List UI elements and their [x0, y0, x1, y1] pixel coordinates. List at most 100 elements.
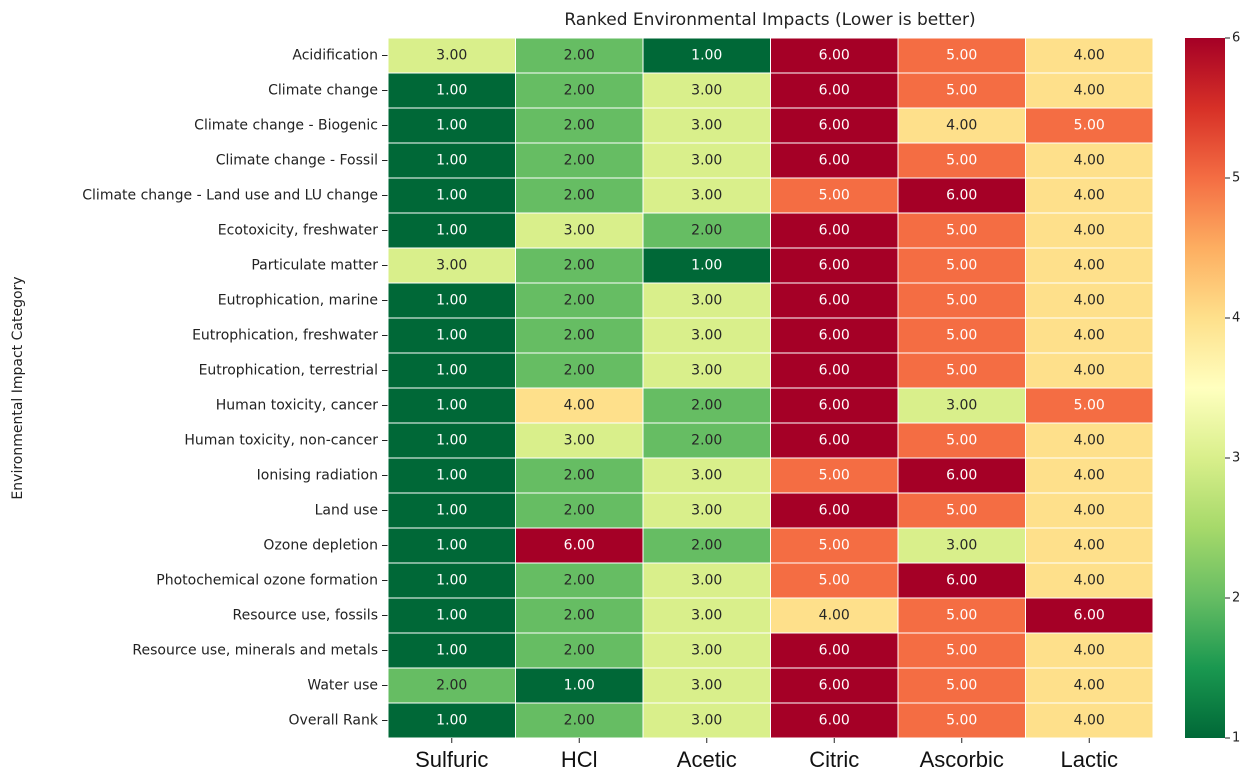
heatmap-cell — [770, 527, 899, 564]
heatmap-cell — [770, 352, 899, 389]
heatmap-cell — [515, 142, 644, 179]
y-tick-label: Particulate matter — [251, 258, 378, 274]
y-tick-label: Human toxicity, cancer — [216, 398, 378, 414]
heatmap-cell — [770, 632, 899, 669]
y-tick-label: Climate change - Biogenic — [194, 118, 378, 134]
colorbar — [1185, 38, 1225, 738]
cell-label: 1.00 — [436, 573, 467, 589]
cell-label: 6.00 — [819, 293, 850, 309]
cell-label: 5.00 — [946, 678, 977, 694]
heatmap-cell — [387, 282, 516, 319]
cell-label: 5.00 — [946, 503, 977, 519]
heatmap-cell — [642, 562, 771, 599]
cell-label: 5.00 — [1074, 118, 1105, 134]
heatmap-cell — [770, 422, 899, 459]
cell-label: 3.00 — [691, 713, 722, 729]
heatmap-cell — [642, 247, 771, 284]
colorbar-tick-label: 6 — [1232, 31, 1240, 46]
colorbar-tick-label: 1 — [1232, 731, 1240, 746]
cell-label: 6.00 — [819, 363, 850, 379]
cell-label: 2.00 — [691, 433, 722, 449]
heatmap-cell — [1025, 247, 1154, 284]
heatmap-cell — [770, 667, 899, 704]
heatmap-cell — [1025, 632, 1154, 669]
heatmap-cell — [515, 492, 644, 529]
cell-label: 2.00 — [564, 643, 595, 659]
cell-label: 6.00 — [1074, 608, 1105, 624]
heatmap-cell — [642, 317, 771, 354]
heatmap-cell — [1025, 597, 1154, 634]
heatmap-cell — [387, 212, 516, 249]
cell-label: 6.00 — [819, 83, 850, 99]
heatmap-cell — [515, 317, 644, 354]
cell-label: 6.00 — [819, 678, 850, 694]
cell-label: 6.00 — [819, 503, 850, 519]
cell-label: 1.00 — [436, 398, 467, 414]
cell-label: 3.00 — [691, 363, 722, 379]
cell-label: 2.00 — [564, 713, 595, 729]
cell-label: 6.00 — [819, 433, 850, 449]
cell-label: 1.00 — [564, 678, 595, 694]
heatmap-cell — [387, 142, 516, 179]
cell-label: 2.00 — [564, 188, 595, 204]
cell-label: 3.00 — [691, 678, 722, 694]
y-tick-label: Water use — [307, 678, 378, 694]
cell-label: 4.00 — [1074, 153, 1105, 169]
heatmap-cell — [515, 107, 644, 144]
cell-label: 4.00 — [1074, 328, 1105, 344]
cell-label: 1.00 — [436, 538, 467, 554]
colorbar-tick-label: 2 — [1232, 591, 1240, 606]
cell-label: 3.00 — [691, 503, 722, 519]
heatmap-cell — [1025, 702, 1154, 739]
cell-label: 3.00 — [691, 153, 722, 169]
heatmap-cell — [642, 212, 771, 249]
y-tick-label: Eutrophication, terrestrial — [199, 363, 378, 379]
cell-label: 4.00 — [1074, 678, 1105, 694]
heatmap-cell — [387, 247, 516, 284]
heatmap-cell — [387, 457, 516, 494]
heatmap-cell — [897, 107, 1026, 144]
cell-label: 1.00 — [436, 118, 467, 134]
heatmap-cell — [515, 212, 644, 249]
heatmap-cell — [897, 352, 1026, 389]
heatmap-cell — [1025, 212, 1154, 249]
cell-label: 4.00 — [1074, 713, 1105, 729]
cell-label: 2.00 — [564, 258, 595, 274]
cell-label: 5.00 — [946, 153, 977, 169]
heatmap-cell — [897, 562, 1026, 599]
heatmap-cell — [770, 597, 899, 634]
cell-label: 6.00 — [946, 468, 977, 484]
cell-label: 5.00 — [946, 258, 977, 274]
cell-label: 6.00 — [946, 188, 977, 204]
cell-label: 2.00 — [564, 118, 595, 134]
cell-label: 2.00 — [564, 363, 595, 379]
y-tick-label: Climate change - Land use and LU change — [82, 188, 378, 204]
heatmap-cell — [897, 212, 1026, 249]
x-tick-label: Citric — [809, 747, 859, 772]
heatmap-cell — [387, 702, 516, 739]
heatmap-cell — [515, 282, 644, 319]
heatmap-cell — [1025, 37, 1154, 74]
x-tick-label: Lactic — [1061, 747, 1118, 772]
cell-label: 2.00 — [691, 538, 722, 554]
cell-label: 5.00 — [819, 468, 850, 484]
y-tick-label: Eutrophication, freshwater — [192, 328, 378, 344]
cell-label: 6.00 — [819, 223, 850, 239]
cell-label: 2.00 — [564, 83, 595, 99]
cell-label: 1.00 — [436, 713, 467, 729]
heatmap-cell — [642, 457, 771, 494]
cell-label: 3.00 — [436, 48, 467, 64]
heatmap-cell — [515, 37, 644, 74]
heatmap-cell — [1025, 107, 1154, 144]
cell-label: 2.00 — [564, 48, 595, 64]
cell-label: 1.00 — [436, 153, 467, 169]
cell-label: 3.00 — [691, 468, 722, 484]
cell-label: 4.00 — [1074, 223, 1105, 239]
heatmap-cell — [387, 632, 516, 669]
heatmap-cell — [1025, 667, 1154, 704]
y-tick-label: Resource use, minerals and metals — [132, 643, 378, 659]
heatmap-cell — [387, 352, 516, 389]
cell-label: 1.00 — [436, 188, 467, 204]
cell-label: 4.00 — [1074, 188, 1105, 204]
